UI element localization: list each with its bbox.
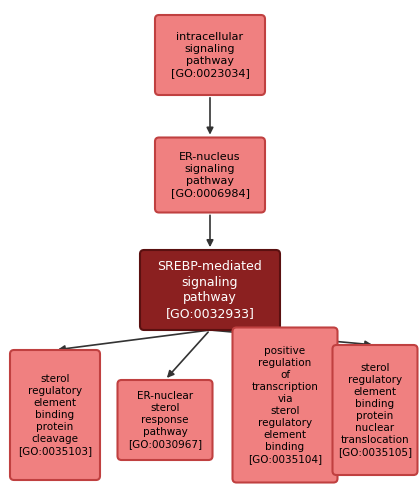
Text: ER-nuclear
sterol
response
pathway
[GO:0030967]: ER-nuclear sterol response pathway [GO:0… (128, 391, 202, 449)
FancyBboxPatch shape (333, 345, 417, 475)
Text: positive
regulation
of
transcription
via
sterol
regulatory
element
binding
[GO:0: positive regulation of transcription via… (248, 346, 322, 464)
FancyBboxPatch shape (155, 138, 265, 213)
Text: SREBP-mediated
signaling
pathway
[GO:0032933]: SREBP-mediated signaling pathway [GO:003… (158, 260, 262, 320)
FancyBboxPatch shape (140, 250, 280, 330)
Text: ER-nucleus
signaling
pathway
[GO:0006984]: ER-nucleus signaling pathway [GO:0006984… (171, 152, 249, 198)
Text: sterol
regulatory
element
binding
protein
nuclear
translocation
[GO:0035105]: sterol regulatory element binding protei… (338, 363, 412, 457)
FancyBboxPatch shape (10, 350, 100, 480)
Text: intracellular
signaling
pathway
[GO:0023034]: intracellular signaling pathway [GO:0023… (171, 32, 249, 78)
FancyBboxPatch shape (233, 327, 338, 483)
Text: sterol
regulatory
element
binding
protein
cleavage
[GO:0035103]: sterol regulatory element binding protei… (18, 374, 92, 456)
FancyBboxPatch shape (155, 15, 265, 95)
FancyBboxPatch shape (118, 380, 213, 460)
